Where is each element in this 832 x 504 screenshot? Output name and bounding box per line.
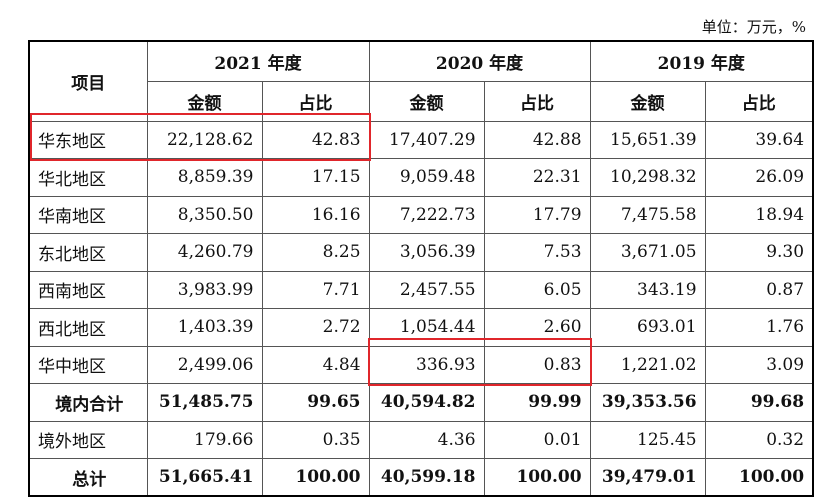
header-amount: 金额	[368, 80, 485, 122]
ratio-cell: 7.71	[261, 270, 370, 309]
row-label: 华中地区	[28, 345, 148, 384]
amount-cell: 9,059.48	[368, 158, 485, 197]
header-ratio: 占比	[704, 80, 814, 122]
unit-label: 单位：万元，%	[701, 18, 806, 36]
ratio-cell: 17.15	[261, 158, 370, 197]
ratio-cell: 39.64	[704, 120, 814, 159]
table-row: 华北地区 8,859.39 17.15 9,059.48 22.31 10,298.32 2…	[28, 158, 814, 197]
ratio-cell: 18.94	[704, 195, 814, 234]
table-row: 华东地区 22,128.62 42.83 17,407.29 42.88 15,651.3…	[28, 120, 814, 159]
amount-cell: 3,671.05	[589, 233, 706, 272]
amount-cell: 1,221.02	[589, 345, 706, 384]
table-row: 华中地区 2,499.06 4.84 336.93 0.83 1,221.02 3.09	[28, 345, 814, 384]
ratio-cell: 100.00	[261, 458, 370, 497]
row-label: 华北地区	[28, 158, 148, 197]
amount-cell: 8,350.50	[146, 195, 263, 234]
ratio-cell: 22.31	[483, 158, 591, 197]
header-year-2019: 2019 年度	[589, 40, 814, 82]
row-label: 境外地区	[28, 420, 148, 459]
ratio-cell: 8.25	[261, 233, 370, 272]
ratio-cell: 3.09	[704, 345, 814, 384]
ratio-cell: 2.72	[261, 308, 370, 347]
table-row: 西北地区 1,403.39 2.72 1,054.44 2.60 693.01 1.76	[28, 308, 814, 347]
header-amount: 金额	[589, 80, 706, 122]
header-item: 项目	[28, 40, 148, 122]
ratio-cell: 26.09	[704, 158, 814, 197]
row-label: 华东地区	[28, 120, 148, 159]
amount-cell: 179.66	[146, 420, 263, 459]
amount-cell: 4.36	[368, 420, 485, 459]
header-ratio: 占比	[483, 80, 591, 122]
table-row: 西南地区 3,983.99 7.71 2,457.55 6.05 343.19 0.87	[28, 270, 814, 309]
amount-cell: 15,651.39	[589, 120, 706, 159]
amount-cell: 2,457.55	[368, 270, 485, 309]
amount-cell: 17,407.29	[368, 120, 485, 159]
table-row: 境外地区 179.66 0.35 4.36 0.01 125.45 0.32	[28, 420, 814, 459]
amount-cell: 4,260.79	[146, 233, 263, 272]
header-year-2020: 2020 年度	[368, 40, 591, 82]
ratio-cell: 0.35	[261, 420, 370, 459]
regional-revenue-table: 项目 2021 年度 2020 年度 2019 年度 金额 占比 金额 占比 金…	[28, 40, 815, 497]
ratio-cell: 9.30	[704, 233, 814, 272]
ratio-cell: 0.01	[483, 420, 591, 459]
amount-cell: 2,499.06	[146, 345, 263, 384]
ratio-cell: 6.05	[483, 270, 591, 309]
amount-cell: 51,665.41	[146, 458, 263, 497]
amount-cell: 343.19	[589, 270, 706, 309]
table-row: 东北地区 4,260.79 8.25 3,056.39 7.53 3,671.05 9.30	[28, 233, 814, 272]
ratio-cell: 99.65	[261, 383, 370, 422]
ratio-cell: 100.00	[704, 458, 814, 497]
row-label: 华南地区	[28, 195, 148, 234]
ratio-cell: 17.79	[483, 195, 591, 234]
amount-cell: 693.01	[589, 308, 706, 347]
ratio-cell: 42.83	[261, 120, 370, 159]
ratio-cell: 7.53	[483, 233, 591, 272]
ratio-cell: 0.32	[704, 420, 814, 459]
amount-cell: 10,298.32	[589, 158, 706, 197]
amount-cell: 336.93	[368, 345, 485, 384]
row-label: 东北地区	[28, 233, 148, 272]
amount-cell: 39,479.01	[589, 458, 706, 497]
amount-cell: 8,859.39	[146, 158, 263, 197]
ratio-cell: 99.99	[483, 383, 591, 422]
amount-cell: 125.45	[589, 420, 706, 459]
table-row: 境内合计 51,485.75 99.65 40,594.82 99.99 39,353.5…	[28, 383, 814, 422]
ratio-cell: 99.68	[704, 383, 814, 422]
ratio-cell: 100.00	[483, 458, 591, 497]
amount-cell: 40,594.82	[368, 383, 485, 422]
amount-cell: 39,353.56	[589, 383, 706, 422]
table-row: 华南地区 8,350.50 16.16 7,222.73 17.79 7,475.58 18…	[28, 195, 814, 234]
ratio-cell: 16.16	[261, 195, 370, 234]
ratio-cell: 42.88	[483, 120, 591, 159]
header-amount: 金额	[146, 80, 263, 122]
ratio-cell: 2.60	[483, 308, 591, 347]
amount-cell: 3,056.39	[368, 233, 485, 272]
amount-cell: 22,128.62	[146, 120, 263, 159]
row-label: 西北地区	[28, 308, 148, 347]
ratio-cell: 1.76	[704, 308, 814, 347]
amount-cell: 7,222.73	[368, 195, 485, 234]
row-label: 西南地区	[28, 270, 148, 309]
row-label: 总计	[28, 458, 148, 497]
amount-cell: 1,054.44	[368, 308, 485, 347]
table-body: 华东地区 22,128.62 42.83 17,407.29 42.88 15,651.3…	[28, 120, 814, 497]
amount-cell: 1,403.39	[146, 308, 263, 347]
header-ratio: 占比	[261, 80, 370, 122]
header-year-2021: 2021 年度	[146, 40, 370, 82]
amount-cell: 51,485.75	[146, 383, 263, 422]
ratio-cell: 0.83	[483, 345, 591, 384]
table-row: 总计 51,665.41 100.00 40,599.18 100.00 39,479.0…	[28, 458, 814, 497]
amount-cell: 40,599.18	[368, 458, 485, 497]
amount-cell: 3,983.99	[146, 270, 263, 309]
row-label: 境内合计	[28, 383, 148, 422]
ratio-cell: 0.87	[704, 270, 814, 309]
ratio-cell: 4.84	[261, 345, 370, 384]
amount-cell: 7,475.58	[589, 195, 706, 234]
